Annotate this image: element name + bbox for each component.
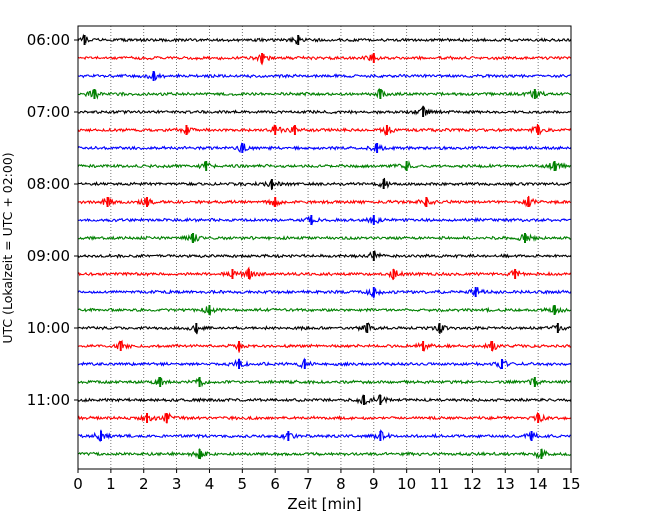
trace-1015 bbox=[77, 339, 572, 353]
y-tick-label: 10:00 bbox=[27, 319, 70, 337]
trace-1030 bbox=[77, 357, 572, 370]
x-tick-label: 15 bbox=[561, 475, 580, 493]
trace-1115 bbox=[77, 411, 572, 424]
x-tick-label: 7 bbox=[303, 475, 313, 493]
x-tick-label: 4 bbox=[205, 475, 215, 493]
x-tick-label: 11 bbox=[430, 475, 449, 493]
trace-0830 bbox=[77, 216, 572, 226]
x-tick-label: 1 bbox=[106, 475, 116, 493]
trace-1100 bbox=[77, 394, 572, 405]
x-axis-label: Zeit [min] bbox=[287, 495, 361, 513]
x-tick-label: 5 bbox=[238, 475, 248, 493]
x-tick-label: 12 bbox=[463, 475, 482, 493]
trace-1145 bbox=[77, 448, 572, 460]
x-tick-label: 6 bbox=[270, 475, 280, 493]
y-tick-label: 11:00 bbox=[27, 391, 70, 409]
x-tick-label: 13 bbox=[496, 475, 515, 493]
plot-frame bbox=[77, 25, 572, 470]
x-tick-label: 14 bbox=[529, 475, 548, 493]
x-tick-label: 2 bbox=[139, 475, 149, 493]
x-tick-label: 8 bbox=[336, 475, 346, 493]
trace-0600 bbox=[77, 33, 572, 45]
x-tick-label: 0 bbox=[73, 475, 83, 493]
trace-0615 bbox=[77, 53, 572, 66]
trace-0715 bbox=[77, 124, 572, 137]
trace-0815 bbox=[77, 195, 572, 208]
trace-0745 bbox=[77, 160, 572, 171]
traces bbox=[77, 33, 572, 460]
trace-0800 bbox=[77, 177, 572, 191]
trace-0945 bbox=[77, 305, 572, 316]
trace-1130 bbox=[77, 429, 572, 443]
y-tick-label: 06:00 bbox=[27, 31, 70, 49]
x-tick-label: 10 bbox=[397, 475, 416, 493]
y-axis-label: UTC (Lokalzeit = UTC + 02:00) bbox=[0, 152, 15, 343]
x-tick-label: 3 bbox=[172, 475, 182, 493]
trace-0700 bbox=[77, 105, 572, 116]
y-tick-label: 08:00 bbox=[27, 175, 70, 193]
trace-0845 bbox=[77, 233, 572, 243]
axes: 0 1 2 3 4 5 6 7 8 9 10 11 12 13 14 1506:0007:0008:0009:… bbox=[27, 25, 581, 493]
y-tick-label: 09:00 bbox=[27, 247, 70, 265]
x-grid bbox=[110, 26, 539, 469]
trace-0915 bbox=[77, 266, 572, 281]
trace-0900 bbox=[77, 250, 572, 259]
x-tick-label: 9 bbox=[369, 475, 379, 493]
trace-0730 bbox=[77, 142, 572, 153]
trace-1000 bbox=[77, 322, 572, 335]
trace-0930 bbox=[77, 287, 572, 299]
trace-0645 bbox=[78, 87, 572, 100]
trace-0630 bbox=[77, 71, 572, 81]
y-tick-label: 07:00 bbox=[27, 103, 70, 121]
